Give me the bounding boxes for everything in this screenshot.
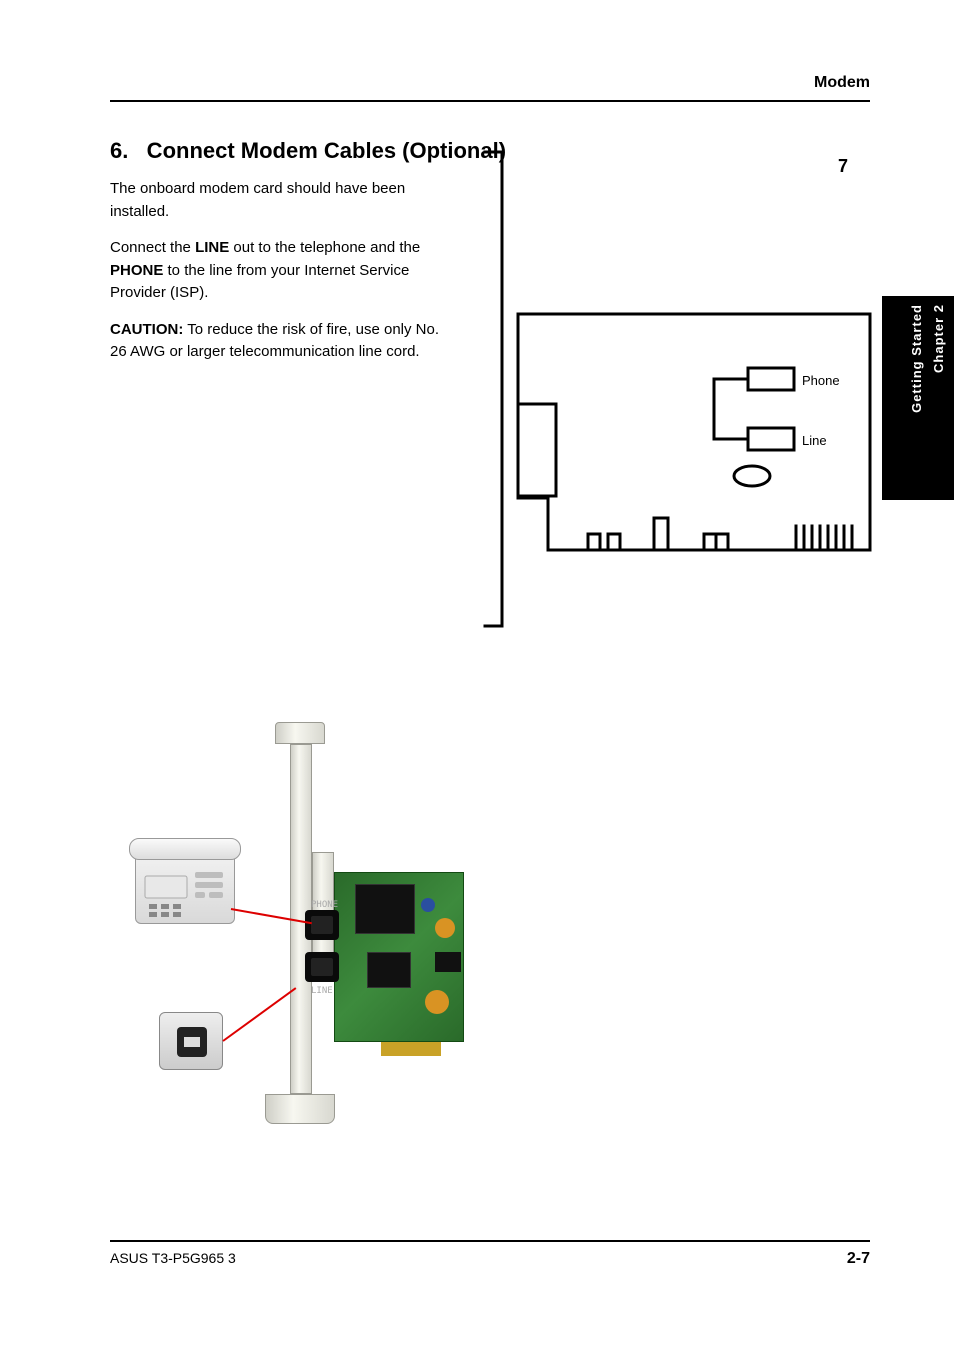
p2-c: out to the telephone and the — [229, 239, 420, 256]
cap-2 — [421, 898, 435, 912]
bracket-top — [275, 722, 325, 744]
caution-label: CAUTION: — [110, 321, 183, 338]
chapter-tab: Chapter 2 Getting Started — [882, 296, 954, 500]
cap-1 — [435, 918, 455, 938]
silk-line: LINE — [311, 986, 333, 996]
caution-paragraph: CAUTION: To reduce the risk of fire, use… — [110, 319, 440, 364]
rj-line-inner — [311, 958, 333, 976]
wall-jack-pins — [184, 1037, 200, 1047]
footer-rule — [110, 1240, 870, 1242]
wall-jack — [159, 1012, 223, 1070]
modem-chip — [355, 884, 415, 934]
footer-left: ASUS T3-P5G965 3 — [110, 1250, 236, 1266]
rj-phone-inner — [311, 916, 333, 934]
footer-right: 2-7 — [847, 1250, 870, 1268]
telephone-handset — [129, 838, 241, 860]
modem-photo: PHONE LINE — [135, 722, 495, 1162]
p2-line: LINE — [195, 239, 229, 256]
paragraph-2: Connect the LINE out to the telephone an… — [110, 237, 440, 305]
chapter-tab-line1: Chapter 2 — [931, 304, 946, 373]
relay-chip — [367, 952, 411, 988]
pcie-edge — [381, 1042, 441, 1056]
diagram-phone-label: Phone — [802, 373, 840, 388]
red-line-wall — [222, 987, 296, 1042]
pin-header — [435, 952, 461, 972]
paragraph-1: The onboard modem card should have been … — [110, 178, 440, 223]
p2-a: Connect the — [110, 239, 195, 256]
rj-phone — [305, 910, 339, 940]
body-text: The onboard modem card should have been … — [110, 178, 440, 364]
section-title: 6. Connect Modem Cables (Optional) — [110, 138, 506, 164]
cap-3 — [425, 990, 449, 1014]
bracket-foot — [265, 1094, 335, 1124]
card-line-diagram: Phone Line 7 — [458, 150, 873, 628]
header-title: Modem — [814, 74, 870, 92]
diagram-seq-label: 7 — [838, 156, 848, 176]
silk-phone: PHONE — [311, 900, 338, 910]
p2-phone: PHONE — [110, 262, 163, 279]
diagram-svg: Phone Line 7 — [458, 150, 873, 628]
diagram-line-label: Line — [802, 433, 827, 448]
chapter-tab-line2: Getting Started — [909, 304, 924, 413]
header-rule — [110, 100, 870, 102]
rj-line — [305, 952, 339, 982]
telephone-keys — [141, 868, 229, 920]
